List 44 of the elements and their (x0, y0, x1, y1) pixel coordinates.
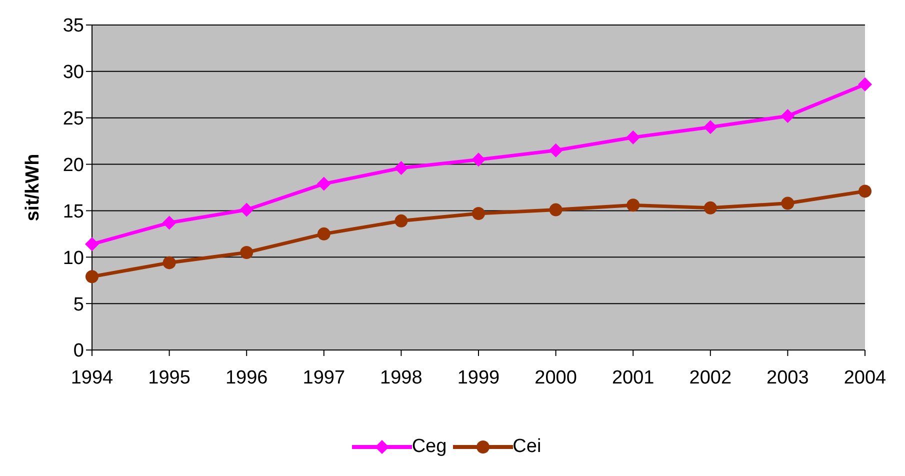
x-tick-label: 1994 (70, 367, 114, 388)
y-tick-label: 20 (62, 155, 84, 176)
point (317, 227, 330, 240)
point (162, 216, 176, 230)
point (162, 256, 176, 270)
legend-label: Cei (512, 436, 542, 458)
point (858, 184, 872, 198)
point (626, 130, 640, 144)
y-tick-label: 15 (62, 201, 84, 222)
point (780, 109, 795, 123)
y-tick-label: 25 (62, 108, 84, 130)
x-tick-label: 1999 (457, 367, 500, 388)
x-tick-label: 1995 (148, 367, 190, 388)
y-tick-label: 0 (73, 340, 84, 362)
point (472, 207, 485, 220)
point (548, 143, 563, 158)
point (394, 161, 408, 175)
point (85, 237, 99, 252)
x-tick-label: 2001 (612, 367, 654, 388)
x-tick-label: 2004 (844, 367, 887, 388)
point (781, 196, 794, 210)
x-tick-label: 2000 (534, 367, 577, 388)
x-tick-label: 2002 (689, 367, 732, 388)
y-axis-title: sit/kWh (22, 154, 44, 222)
y-tick-label: 5 (73, 294, 84, 316)
point (626, 198, 640, 212)
y-tick-label: 35 (62, 16, 84, 37)
point (316, 176, 331, 191)
point (703, 120, 718, 134)
point (549, 203, 562, 216)
x-tick-label: 2003 (766, 367, 809, 388)
point (858, 77, 872, 92)
x-tick-label: 1997 (302, 367, 346, 388)
point (394, 214, 408, 228)
y-tick-label: 30 (62, 62, 84, 84)
x-tick-label: 1998 (380, 367, 422, 388)
x-tick-label: 1996 (225, 367, 268, 388)
point (240, 202, 254, 217)
y-tick-label: 10 (62, 248, 84, 269)
point (704, 201, 717, 214)
point (472, 152, 486, 167)
point (86, 270, 98, 284)
legend-label: Ceg (412, 436, 447, 458)
point (240, 246, 254, 259)
